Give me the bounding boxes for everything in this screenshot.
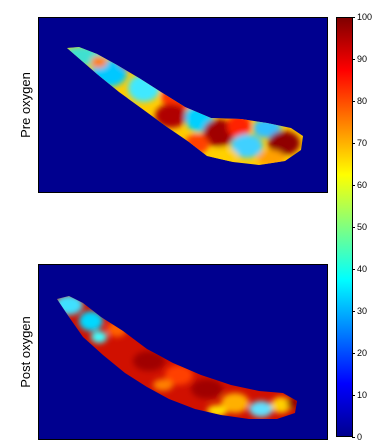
colorbar-tick-label: 30 (357, 306, 368, 316)
colorbar-tickmark (352, 227, 355, 228)
colorbar-tickmark (352, 17, 355, 18)
colorbar-tickmark (352, 59, 355, 60)
post-oxygen-label: Post oxygen (18, 316, 33, 388)
colorbar-tick-label: 40 (357, 264, 368, 274)
colorbar-tickmark (352, 101, 355, 102)
colorbar-tick-label: 100 (357, 12, 373, 22)
colorbar-tickmark (352, 353, 355, 354)
colorbar-tickmark (352, 185, 355, 186)
colorbar-tickmark (352, 143, 355, 144)
post-oxygen-image (57, 296, 297, 419)
colorbar-tick-label: 10 (357, 390, 368, 400)
colorbar-tick-label: 20 (357, 348, 368, 358)
colorbar-tick-label: 60 (357, 180, 368, 190)
colorbar-tick-label: 50 (357, 222, 368, 232)
colorbar-tickmark (352, 437, 355, 438)
colorbar-tick-label: 90 (357, 54, 368, 64)
colorbar-tickmark (352, 269, 355, 270)
pre-oxygen-image (67, 47, 303, 165)
pre-oxygen-label: Pre oxygen (18, 72, 33, 138)
colorbar-tickmark (352, 311, 355, 312)
colorbar-tickmark (352, 395, 355, 396)
colorbar-tick-label: 80 (357, 96, 368, 106)
post-oxygen-map (38, 264, 328, 440)
colorbar-tick-label: 70 (357, 138, 368, 148)
pre-oxygen-map (38, 17, 328, 193)
colorbar-tick-label: 0 (357, 432, 363, 442)
colorbar (336, 17, 353, 437)
